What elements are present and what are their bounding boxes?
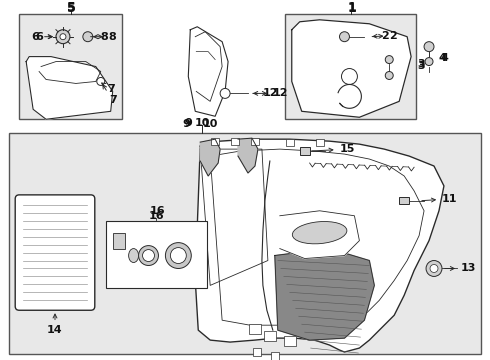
Ellipse shape <box>293 221 347 244</box>
Text: 14: 14 <box>47 314 63 335</box>
Bar <box>249 324 261 334</box>
Circle shape <box>426 261 442 276</box>
Circle shape <box>56 30 70 44</box>
Circle shape <box>425 58 433 66</box>
Text: 4: 4 <box>440 53 448 63</box>
Circle shape <box>143 249 154 261</box>
Bar <box>264 331 276 341</box>
Text: 9: 9 <box>182 119 190 129</box>
Ellipse shape <box>139 246 158 265</box>
Circle shape <box>171 248 186 264</box>
Text: 13: 13 <box>445 264 476 274</box>
Text: 4: 4 <box>438 53 446 63</box>
Bar <box>231 138 239 145</box>
Text: 5: 5 <box>67 3 75 15</box>
Text: 12: 12 <box>253 89 288 98</box>
Text: 1: 1 <box>347 3 356 15</box>
Circle shape <box>340 32 349 42</box>
Bar <box>399 197 409 204</box>
Circle shape <box>97 77 105 85</box>
Text: 6: 6 <box>35 32 52 42</box>
Text: 6: 6 <box>31 32 52 42</box>
Circle shape <box>424 42 434 51</box>
Bar <box>251 139 259 145</box>
Text: 7: 7 <box>101 83 116 94</box>
Bar <box>9 133 481 354</box>
Polygon shape <box>195 139 444 352</box>
Bar <box>19 14 122 119</box>
Bar <box>271 352 279 360</box>
Text: 7: 7 <box>103 85 117 105</box>
Text: 16: 16 <box>149 206 165 216</box>
Polygon shape <box>275 249 374 340</box>
Text: 1: 1 <box>347 1 356 14</box>
Polygon shape <box>26 57 113 119</box>
Text: 12: 12 <box>254 89 278 98</box>
Text: 10: 10 <box>202 119 218 129</box>
Text: 8: 8 <box>91 32 117 42</box>
Text: 5: 5 <box>67 1 75 14</box>
Ellipse shape <box>128 249 139 262</box>
Bar <box>285 14 416 119</box>
FancyBboxPatch shape <box>15 195 95 310</box>
Circle shape <box>385 55 393 64</box>
Circle shape <box>220 89 230 98</box>
Bar <box>211 138 219 145</box>
Bar <box>106 221 207 288</box>
Ellipse shape <box>166 243 191 269</box>
Bar <box>284 336 296 346</box>
Text: 15: 15 <box>313 144 355 154</box>
Text: 2: 2 <box>372 31 397 41</box>
Polygon shape <box>200 139 220 176</box>
Circle shape <box>83 32 93 42</box>
Text: 3: 3 <box>417 59 425 68</box>
Bar <box>113 233 124 249</box>
Bar <box>300 147 310 155</box>
Text: 9: 9 <box>184 118 192 128</box>
Bar <box>286 139 294 146</box>
Polygon shape <box>188 27 228 116</box>
Text: 8: 8 <box>94 32 108 42</box>
Text: 3: 3 <box>417 60 425 71</box>
Bar <box>253 348 261 356</box>
Text: 2: 2 <box>373 31 389 41</box>
Polygon shape <box>238 138 258 173</box>
Polygon shape <box>292 20 411 117</box>
Circle shape <box>385 72 393 80</box>
Circle shape <box>430 265 438 273</box>
Bar <box>316 139 323 146</box>
Text: 16: 16 <box>148 211 164 221</box>
Text: 11: 11 <box>422 194 458 204</box>
Circle shape <box>342 68 357 85</box>
Polygon shape <box>280 211 359 258</box>
Circle shape <box>60 34 66 40</box>
Text: 10: 10 <box>195 118 210 128</box>
